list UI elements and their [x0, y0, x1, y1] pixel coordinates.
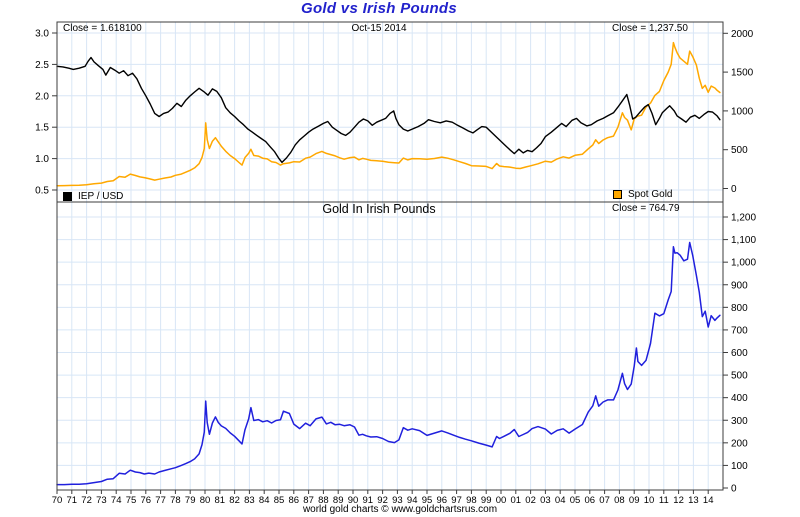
chart-date: Oct-15 2014	[351, 23, 407, 34]
svg-text:96: 96	[437, 495, 448, 506]
iep-swatch-icon	[63, 192, 72, 201]
svg-text:1,000: 1,000	[731, 258, 756, 269]
svg-text:93: 93	[392, 495, 403, 506]
svg-text:94: 94	[407, 495, 418, 506]
svg-text:77: 77	[155, 495, 166, 506]
legend-iep-usd-label: IEP / USD	[78, 191, 124, 202]
svg-text:10: 10	[644, 495, 655, 506]
svg-text:05: 05	[570, 495, 581, 506]
svg-text:13: 13	[688, 495, 699, 506]
svg-text:73: 73	[96, 495, 107, 506]
svg-text:1,100: 1,100	[731, 235, 756, 246]
svg-text:71: 71	[67, 495, 78, 506]
svg-text:200: 200	[731, 438, 748, 449]
svg-text:76: 76	[141, 495, 152, 506]
svg-text:98: 98	[466, 495, 477, 506]
svg-text:100: 100	[731, 461, 748, 472]
svg-text:06: 06	[585, 495, 596, 506]
svg-text:3.0: 3.0	[35, 29, 49, 40]
svg-text:99: 99	[481, 495, 492, 506]
svg-text:2000: 2000	[731, 29, 754, 40]
svg-text:1.5: 1.5	[35, 123, 49, 134]
svg-text:89: 89	[333, 495, 344, 506]
svg-text:79: 79	[185, 495, 196, 506]
gold-swatch-icon	[613, 190, 622, 199]
svg-text:700: 700	[731, 325, 748, 336]
page-title: Gold vs Irish Pounds	[300, 0, 458, 17]
svg-text:91: 91	[363, 495, 374, 506]
svg-text:2.5: 2.5	[35, 60, 49, 71]
svg-text:85: 85	[274, 495, 285, 506]
svg-text:300: 300	[731, 416, 748, 427]
svg-text:0: 0	[731, 484, 737, 495]
svg-text:84: 84	[259, 495, 270, 506]
svg-text:500: 500	[731, 371, 748, 382]
svg-text:14: 14	[703, 495, 714, 506]
svg-text:02: 02	[525, 495, 536, 506]
svg-text:74: 74	[111, 495, 122, 506]
bottom-panel-title: Gold In Irish Pounds	[322, 202, 436, 216]
svg-text:900: 900	[731, 280, 748, 291]
legend-spot-gold: Spot Gold	[613, 189, 672, 200]
svg-text:82: 82	[229, 495, 240, 506]
svg-text:0: 0	[731, 184, 737, 195]
svg-text:00: 00	[496, 495, 507, 506]
svg-text:2.0: 2.0	[35, 91, 49, 102]
svg-text:07: 07	[599, 495, 610, 506]
svg-text:1500: 1500	[731, 68, 754, 79]
svg-text:80: 80	[200, 495, 211, 506]
svg-text:87: 87	[303, 495, 314, 506]
svg-text:800: 800	[731, 303, 748, 314]
svg-text:88: 88	[318, 495, 329, 506]
svg-text:75: 75	[126, 495, 137, 506]
svg-text:70: 70	[52, 495, 63, 506]
source-caption: world gold charts © www.goldchartsrus.co…	[302, 504, 498, 515]
svg-text:09: 09	[629, 495, 640, 506]
svg-text:81: 81	[215, 495, 226, 506]
svg-text:78: 78	[170, 495, 181, 506]
svg-text:500: 500	[731, 145, 748, 156]
spot-gold-close-value: Close = 1,237.50	[612, 23, 688, 34]
svg-text:0.5: 0.5	[35, 186, 49, 197]
svg-text:1000: 1000	[731, 106, 754, 117]
svg-text:97: 97	[451, 495, 462, 506]
gold-irish-close-value: Close = 764.79	[612, 203, 680, 214]
svg-text:1.0: 1.0	[35, 154, 49, 165]
svg-text:01: 01	[511, 495, 522, 506]
svg-text:11: 11	[659, 495, 669, 506]
svg-text:1,200: 1,200	[731, 213, 756, 224]
iep-usd-close-value: Close = 1.618100	[63, 23, 142, 34]
svg-text:72: 72	[81, 495, 92, 506]
svg-text:83: 83	[244, 495, 255, 506]
svg-text:92: 92	[377, 495, 388, 506]
svg-text:03: 03	[540, 495, 551, 506]
legend-iep-usd: IEP / USD	[63, 191, 123, 202]
legend-spot-gold-label: Spot Gold	[628, 189, 673, 200]
svg-text:400: 400	[731, 393, 748, 404]
svg-text:08: 08	[614, 495, 625, 506]
svg-text:90: 90	[348, 495, 359, 506]
svg-text:12: 12	[673, 495, 684, 506]
svg-text:600: 600	[731, 348, 748, 359]
svg-text:95: 95	[422, 495, 433, 506]
svg-text:86: 86	[289, 495, 300, 506]
svg-text:04: 04	[555, 495, 566, 506]
